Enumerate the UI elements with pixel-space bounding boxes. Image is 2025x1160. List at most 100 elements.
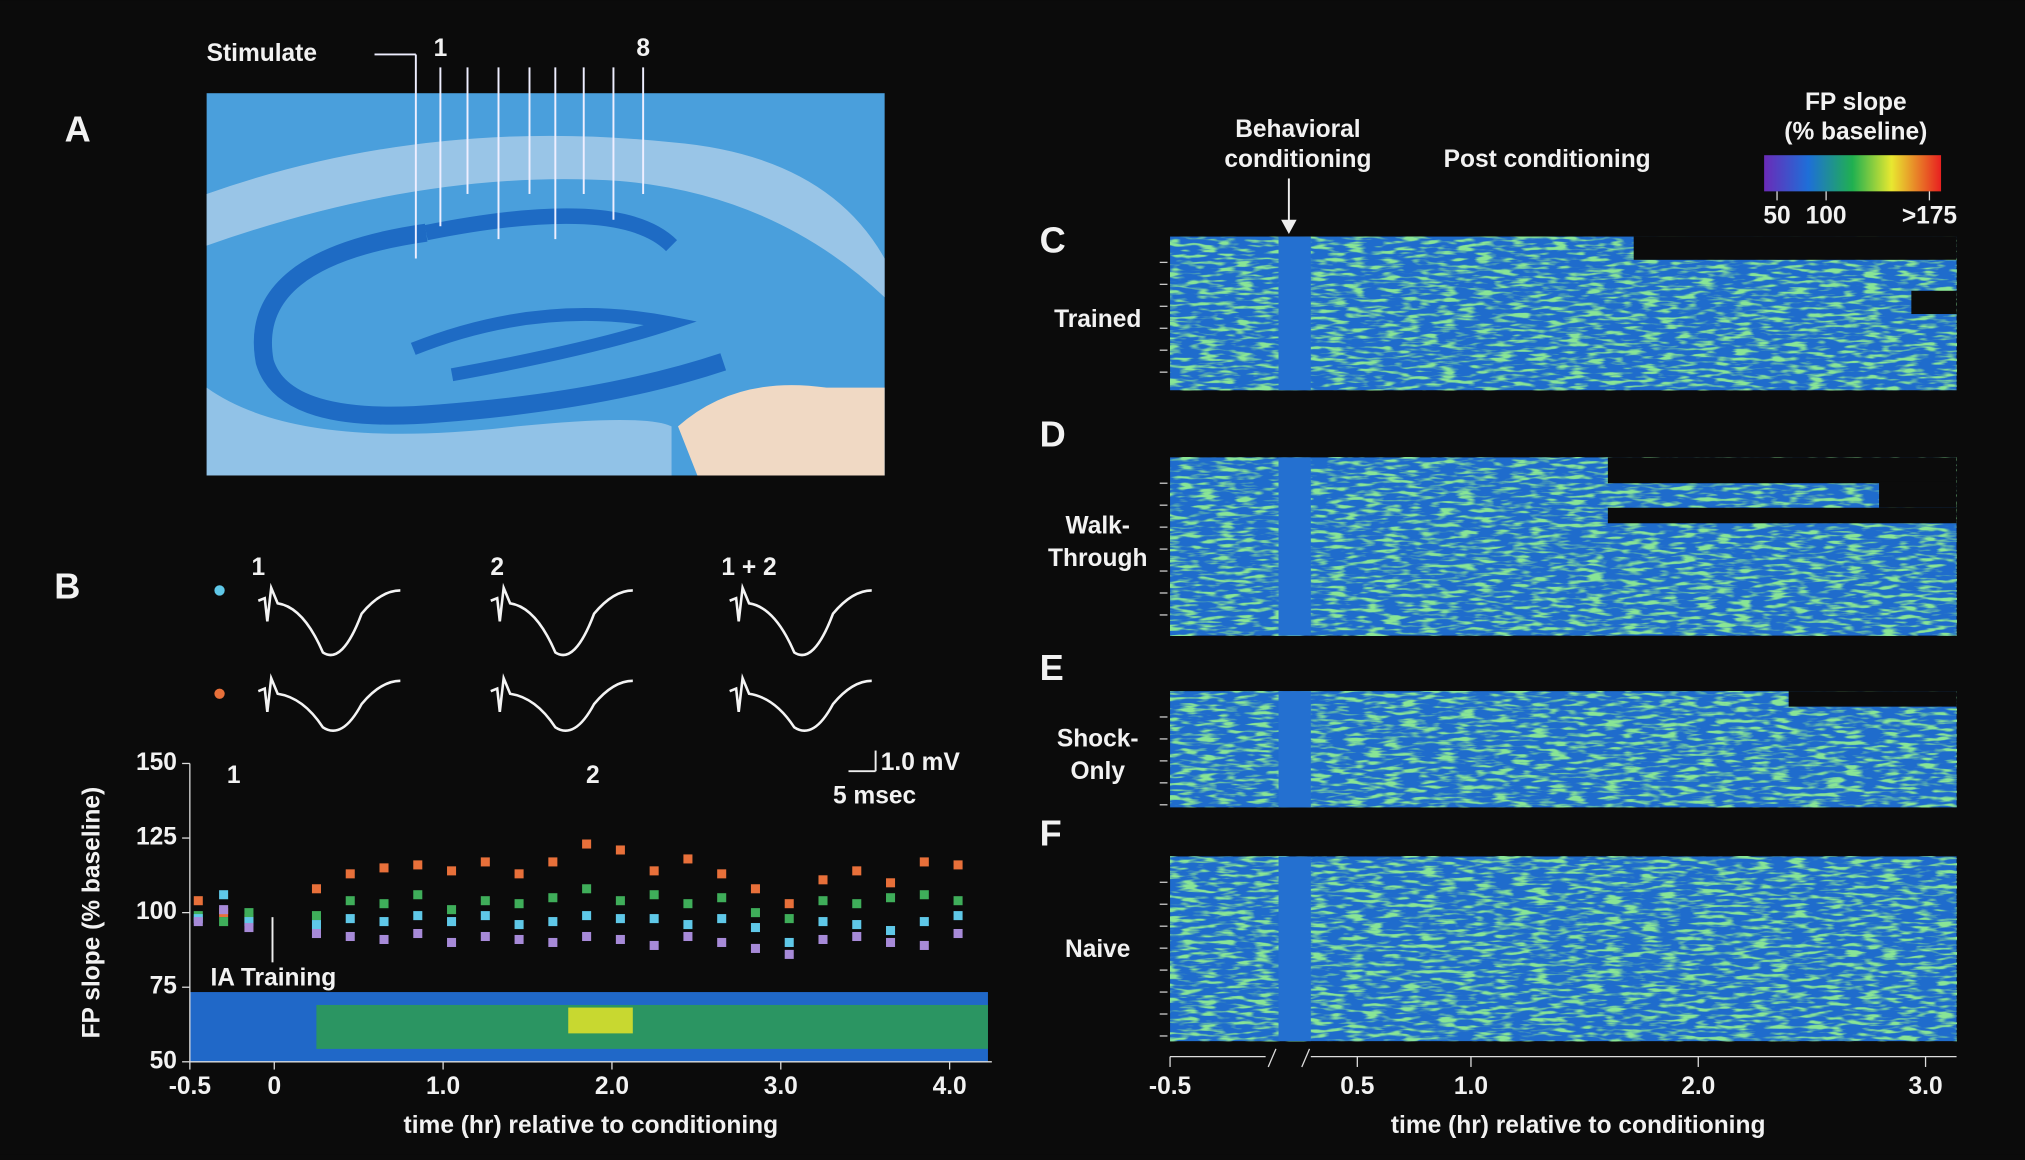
trace-label: 1 + 2 xyxy=(721,554,776,581)
point xyxy=(920,941,929,950)
point xyxy=(717,938,726,947)
x-tick-label: 2.0 xyxy=(1681,1073,1715,1100)
point xyxy=(219,905,228,914)
annotation: 1 xyxy=(227,762,241,789)
panel-label: C xyxy=(1040,220,1066,261)
point xyxy=(751,923,760,932)
point xyxy=(954,896,963,905)
point xyxy=(413,890,422,899)
point xyxy=(683,920,692,929)
point xyxy=(920,890,929,899)
x-tick-label: -0.5 xyxy=(1149,1073,1191,1100)
row-label: Through xyxy=(1048,545,1147,572)
point xyxy=(818,917,827,926)
point xyxy=(219,890,228,899)
point xyxy=(650,941,659,950)
point xyxy=(312,920,321,929)
point xyxy=(515,920,524,929)
point xyxy=(548,917,557,926)
conditioning-gap xyxy=(1279,856,1311,1041)
point xyxy=(481,896,490,905)
point xyxy=(312,884,321,893)
point xyxy=(818,896,827,905)
point xyxy=(413,911,422,920)
figure: A Stimulate 1 8 B 1 2 1 + 2 1.0 mV 5 mse… xyxy=(0,0,2025,1155)
point xyxy=(379,899,388,908)
point xyxy=(616,935,625,944)
point xyxy=(481,932,490,941)
annotation: Behavioral xyxy=(1235,116,1360,143)
point xyxy=(751,908,760,917)
point xyxy=(447,938,456,947)
point xyxy=(650,890,659,899)
point xyxy=(346,869,355,878)
colorbar-title: (% baseline) xyxy=(1784,119,1927,146)
point xyxy=(683,932,692,941)
conditioning-gap xyxy=(1279,457,1311,635)
point xyxy=(582,932,591,941)
scale-label: 1.0 mV xyxy=(881,749,961,776)
empty-rows xyxy=(1879,482,1956,508)
page: {"panel_a":{"label":"A","stimulate":"Sti… xyxy=(0,0,2025,1155)
point xyxy=(582,839,591,848)
point xyxy=(886,926,895,935)
y-tick-label: 75 xyxy=(150,973,177,1000)
point xyxy=(852,920,861,929)
panel-label: E xyxy=(1040,647,1064,688)
point xyxy=(413,860,422,869)
point xyxy=(954,860,963,869)
point xyxy=(312,929,321,938)
point xyxy=(616,896,625,905)
point xyxy=(515,869,524,878)
point xyxy=(548,938,557,947)
point xyxy=(886,938,895,947)
point xyxy=(582,911,591,920)
point xyxy=(886,878,895,887)
point xyxy=(785,899,794,908)
point xyxy=(886,893,895,902)
panel-label: A xyxy=(65,108,91,149)
point xyxy=(650,866,659,875)
row-label: Only xyxy=(1070,758,1125,785)
point xyxy=(717,893,726,902)
trace-marker xyxy=(214,689,224,699)
point xyxy=(548,857,557,866)
colorbar-label: 100 xyxy=(1806,203,1847,230)
point xyxy=(751,884,760,893)
point xyxy=(346,914,355,923)
empty-rows xyxy=(1608,508,1957,523)
x-tick-label: 1.0 xyxy=(1454,1073,1488,1100)
point xyxy=(481,911,490,920)
row-label: Shock- xyxy=(1057,726,1139,753)
x-tick-label: 3.0 xyxy=(1909,1073,1943,1100)
point xyxy=(852,866,861,875)
x-tick-label: 1.0 xyxy=(426,1073,460,1100)
stimulate-label: Stimulate xyxy=(207,40,317,67)
point xyxy=(379,935,388,944)
empty-rows xyxy=(1911,291,1956,314)
panel-label: D xyxy=(1040,413,1066,454)
x-tick-label: 3.0 xyxy=(764,1073,798,1100)
empty-rows xyxy=(1634,237,1957,260)
x-tick-label: 0 xyxy=(267,1073,281,1100)
point xyxy=(818,875,827,884)
y-axis-label: FP slope (% baseline) xyxy=(78,787,105,1039)
point xyxy=(194,917,203,926)
point xyxy=(244,923,253,932)
point xyxy=(515,899,524,908)
x-tick-label: 4.0 xyxy=(933,1073,967,1100)
point xyxy=(616,845,625,854)
point xyxy=(413,929,422,938)
point xyxy=(379,863,388,872)
point xyxy=(717,914,726,923)
point xyxy=(616,914,625,923)
annotation: conditioning xyxy=(1224,146,1371,173)
point xyxy=(954,929,963,938)
electrode-label: 1 xyxy=(434,35,448,62)
electrode-label: 8 xyxy=(636,35,650,62)
point xyxy=(954,911,963,920)
point xyxy=(548,893,557,902)
trace-label: 2 xyxy=(490,554,504,581)
point xyxy=(683,854,692,863)
point xyxy=(219,917,228,926)
